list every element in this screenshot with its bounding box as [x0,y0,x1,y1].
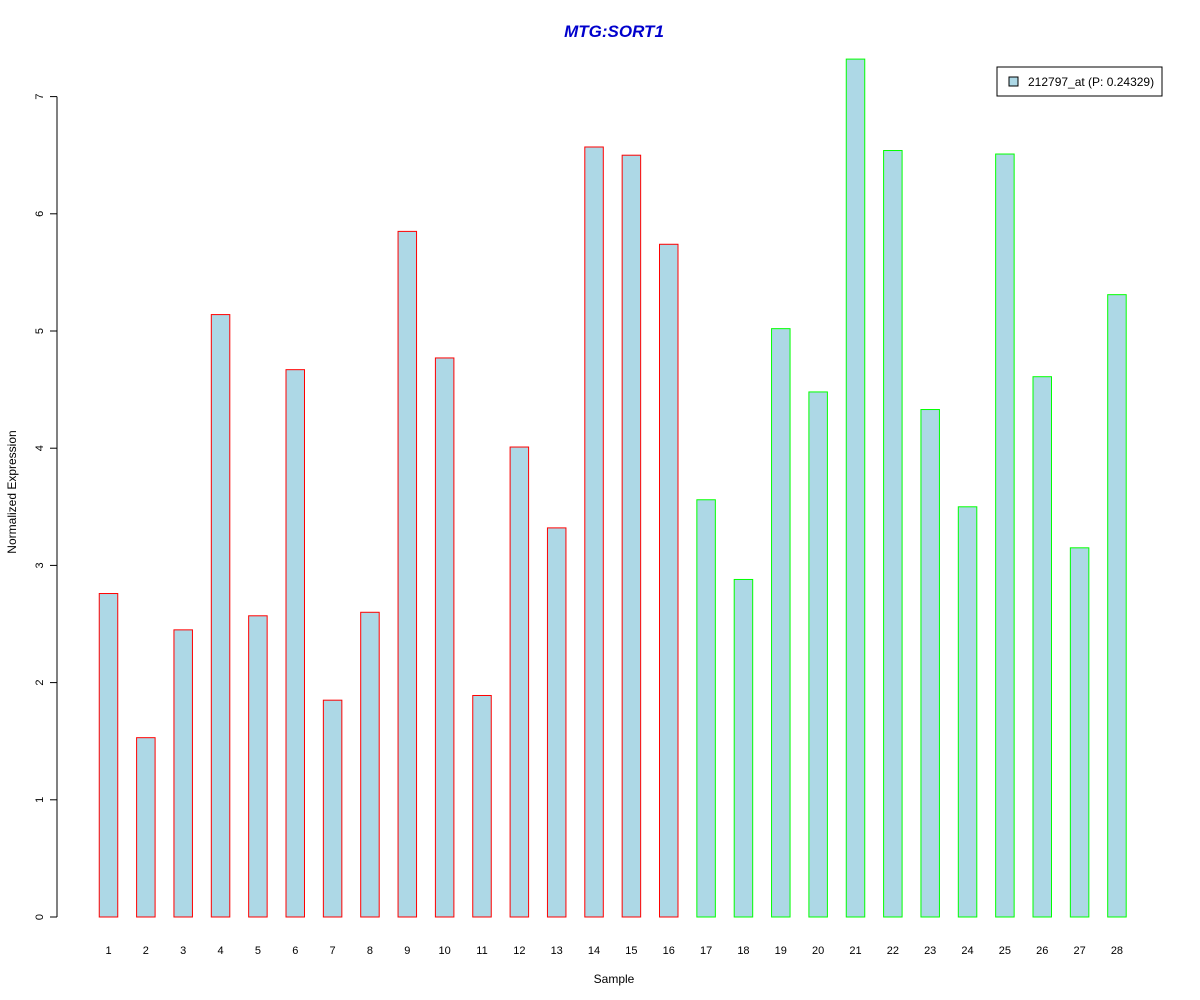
x-tick-label: 10 [439,945,451,957]
legend-swatch [1008,76,1019,87]
bar-sample-15 [621,154,642,918]
bar-sample-4 [210,314,231,918]
x-tick-label: 13 [551,945,563,957]
bar-sample-14 [584,146,604,918]
y-axis-title: Normalized Expression [5,430,19,553]
x-tick-label: 5 [255,945,261,957]
x-tick-label: 9 [404,945,410,957]
x-tick-label: 18 [737,945,749,957]
legend-box [996,66,1163,97]
x-tick-label: 8 [367,945,373,957]
y-tick-label: 3 [34,562,46,568]
legend-label: 212797_at (P: 0.24329) [1028,75,1154,89]
bar-sample-7 [322,699,343,918]
x-tick-label: 7 [330,945,336,957]
bar-sample-18 [733,578,754,918]
bar-sample-12 [509,446,530,918]
x-tick-label: 6 [292,945,298,957]
x-axis-labels: 1 2 3 4 5 6 7 8 9 10 11 12 13 14 15 16 17 18 19 20 21 22 23 24 2… [105,945,1123,957]
bar-sample-10 [434,357,455,918]
x-tick-label: 26 [1036,945,1048,957]
bar-sample-27 [1069,547,1090,918]
bar-sample-28 [1107,294,1127,918]
y-tick-label: 0 [34,914,46,920]
x-tick-label: 21 [849,945,861,957]
y-axis: 0 1 2 3 4 5 6 7 [34,94,58,920]
y-tick-label: 5 [34,328,46,334]
chart-title: MTG:SORT1 [564,22,664,41]
y-tick-label: 1 [34,797,46,803]
legend: 212797_at (P: 0.24329) [996,66,1163,97]
bar-sample-20 [808,391,828,918]
bar-sample-2 [136,737,156,918]
x-tick-label: 17 [700,945,712,957]
bar-sample-8 [360,611,380,918]
x-tick-label: 27 [1073,945,1085,957]
bar-sample-9 [397,230,418,918]
y-tick-label: 4 [34,445,46,451]
x-tick-label: 11 [476,945,487,957]
bar-sample-26 [1032,376,1052,918]
x-tick-label: 3 [180,945,186,957]
x-tick-label: 24 [961,945,973,957]
y-tick-label: 7 [34,94,46,100]
x-tick-label: 16 [663,945,675,957]
bar-sample-23 [920,409,940,918]
bar-sample-5 [248,615,268,918]
bar-sample-16 [659,243,679,918]
bar-sample-13 [546,527,567,918]
bar-sample-19 [771,328,791,918]
bar-sample-24 [957,506,978,918]
bar-sample-22 [883,150,903,918]
x-tick-label: 2 [143,945,149,957]
x-tick-label: 4 [217,945,223,957]
bars [98,58,1127,918]
x-tick-label: 23 [924,945,936,957]
x-tick-label: 20 [812,945,824,957]
y-tick-label: 2 [34,680,46,686]
x-tick-label: 1 [105,945,111,957]
x-tick-label: 22 [887,945,899,957]
bar-sample-25 [995,153,1015,918]
x-tick-label: 25 [999,945,1011,957]
bar-sample-1 [98,593,119,918]
x-tick-label: 28 [1111,945,1123,957]
bar-sample-11 [472,694,492,918]
bar-sample-21 [845,58,866,918]
x-tick-label: 14 [588,945,600,957]
x-axis-title: Sample [594,972,635,986]
bar-sample-3 [173,629,193,918]
x-tick-label: 12 [513,945,525,957]
bar-sample-6 [285,369,305,918]
bar-sample-17 [696,499,716,918]
x-tick-label: 15 [625,945,637,957]
x-tick-label: 19 [775,945,787,957]
y-tick-label: 6 [34,211,46,217]
